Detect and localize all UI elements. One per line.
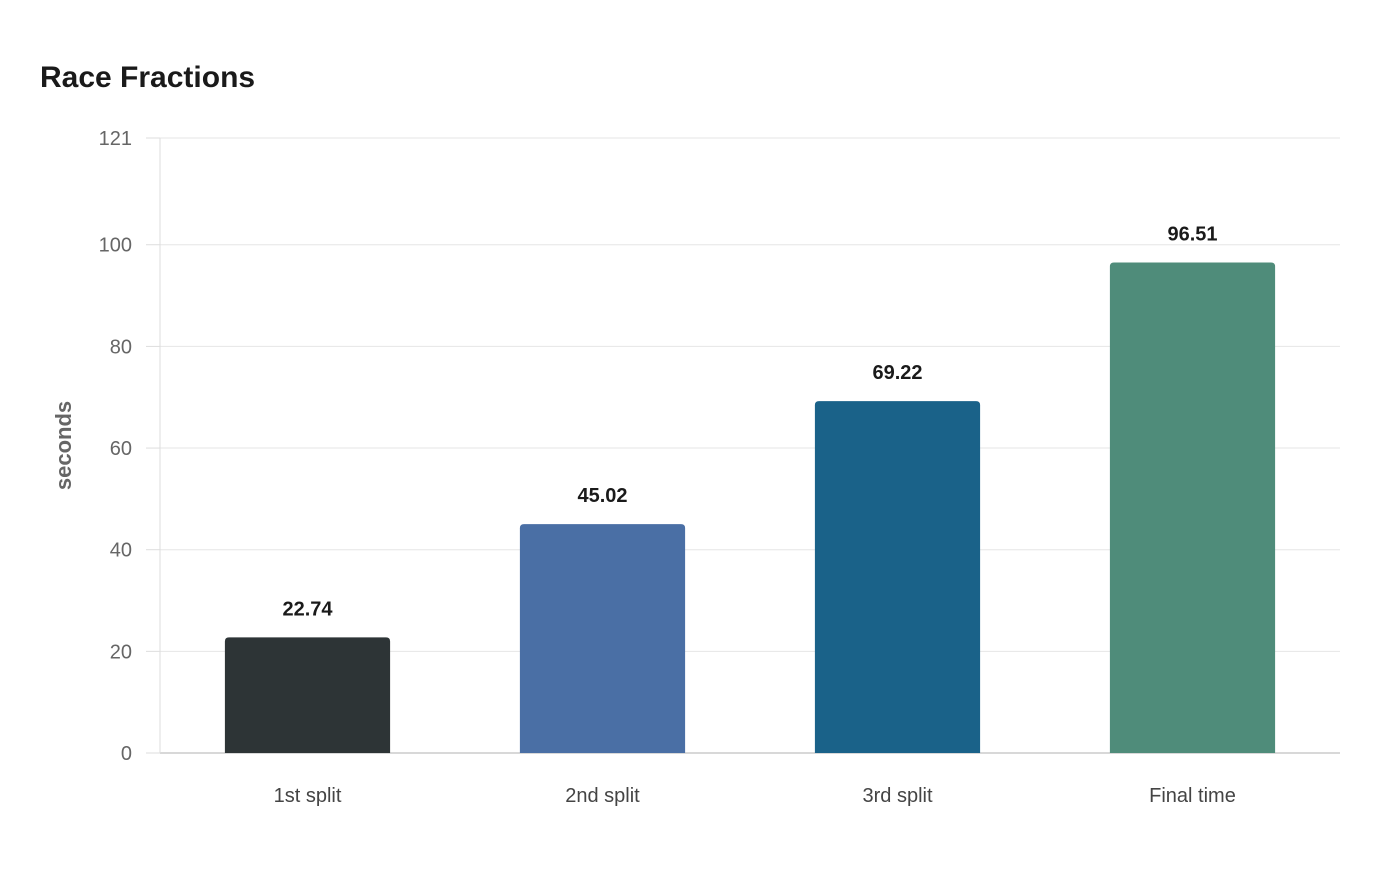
data-label: 69.22	[872, 362, 922, 384]
bar-3[interactable]	[814, 401, 981, 753]
x-tick-label: 3rd split	[862, 785, 932, 807]
label-layer: 0 20 40 60 80 100 121 22.74 1st split 45.02 2nd sp…	[99, 128, 1236, 807]
y-tick-label: 40	[110, 540, 132, 562]
data-label: 45.02	[577, 485, 627, 507]
bar-2[interactable]	[519, 524, 686, 753]
y-tick-label: 100	[99, 235, 132, 257]
y-tick-label: 20	[110, 641, 132, 663]
bar-layer	[224, 262, 1276, 753]
bar-1[interactable]	[224, 637, 391, 753]
data-label: 22.74	[282, 598, 333, 620]
bar-4[interactable]	[1109, 262, 1276, 753]
y-tick-label: 121	[99, 128, 132, 150]
x-tick-label: 1st split	[274, 785, 342, 807]
x-tick-label: Final time	[1149, 785, 1236, 807]
y-axis-title: seconds	[51, 401, 76, 490]
chart-title: Race Fractions	[40, 61, 256, 94]
y-tick-label: 60	[110, 438, 132, 460]
data-label: 96.51	[1167, 223, 1217, 245]
x-tick-label: 2nd split	[565, 785, 640, 807]
y-tick-label: 0	[121, 743, 132, 765]
y-tick-label: 80	[110, 336, 132, 358]
